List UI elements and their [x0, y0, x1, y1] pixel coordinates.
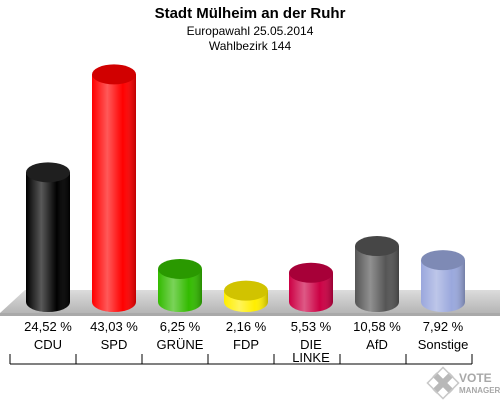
bar-fdp: [224, 280, 268, 312]
value-label-sonstige: 7,92 %: [423, 319, 464, 334]
value-label-spd: 43,03 %: [90, 319, 138, 334]
bar-afd: [355, 236, 399, 312]
watermark-text: VOTE: [459, 371, 492, 385]
chart-subtitle-line-2: Wahlbezirk 144: [209, 39, 292, 53]
category-label-sonstige: Sonstige: [418, 337, 469, 352]
value-label-die-linke: 5,53 %: [291, 319, 332, 334]
category-label-die-linke-2: LINKE: [292, 350, 330, 365]
value-label-fdp: 2,16 %: [226, 319, 267, 334]
value-label-afd: 10,58 %: [353, 319, 401, 334]
category-label-cdu: CDU: [34, 337, 62, 352]
bar-die-linke: [289, 262, 333, 312]
category-label-spd: SPD: [101, 337, 128, 352]
bar-spd: [92, 64, 136, 312]
vote-manager-logo: VOTE MANAGER: [426, 366, 500, 400]
bar-gruene: [158, 258, 202, 312]
category-label-afd: AfD: [366, 337, 388, 352]
watermark-subtext: MANAGER: [459, 386, 500, 395]
vote-manager-cross-icon: [426, 366, 460, 400]
bar-cdu: [26, 162, 70, 312]
value-label-cdu: 24,52 %: [24, 319, 72, 334]
category-label-die-linke: DIE: [300, 337, 322, 352]
bar-sonstige: [421, 250, 465, 312]
value-label-gruene: 6,25 %: [160, 319, 201, 334]
category-label-fdp: FDP: [233, 337, 259, 352]
chart-subtitle-line-1: Europawahl 25.05.2014: [187, 24, 314, 38]
chart-floor-shadow: [0, 313, 500, 316]
category-label-gruene: GRÜNE: [157, 337, 204, 352]
chart-title: Stadt Mülheim an der Ruhr: [155, 5, 346, 22]
